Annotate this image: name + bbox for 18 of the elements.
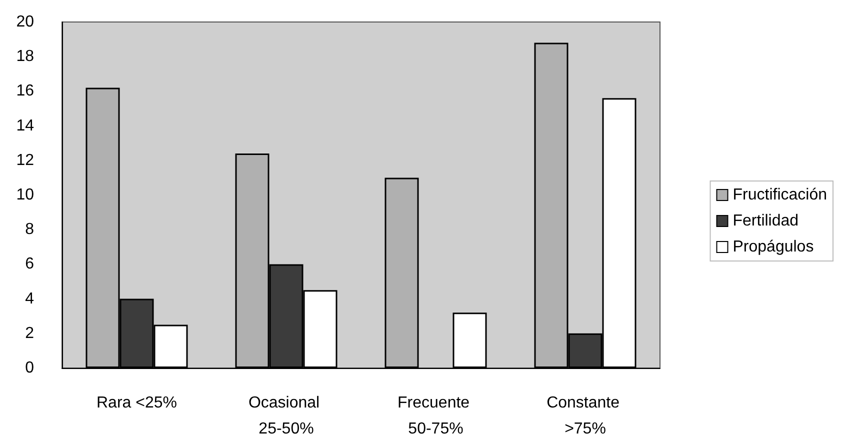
legend-label: Fructificación	[732, 186, 827, 204]
y-tick-label: 18	[16, 48, 34, 66]
y-tick-label: 2	[25, 324, 34, 342]
legend-label: Fertilidad	[732, 212, 799, 230]
y-tick-label: 12	[16, 152, 34, 169]
y-tick-label: 10	[16, 186, 34, 204]
x-tick-label: Constante >75%	[546, 394, 624, 438]
x-tick-label: Ocasional 25-50%	[248, 394, 324, 438]
y-tick-label: 6	[25, 256, 34, 273]
y-tick-label: 14	[16, 117, 34, 134]
x-tick-label: Frecuente 50-75%	[398, 394, 474, 438]
y-tick-label: 16	[16, 82, 34, 100]
y-tick-label: 0	[25, 360, 34, 376]
y-tick-label: 20	[16, 14, 34, 30]
legend-label: Propágulos	[732, 238, 814, 256]
y-tick-label: 8	[25, 221, 34, 238]
y-tick-label: 4	[25, 290, 34, 308]
x-tick-label: Rara <25%	[96, 394, 177, 412]
